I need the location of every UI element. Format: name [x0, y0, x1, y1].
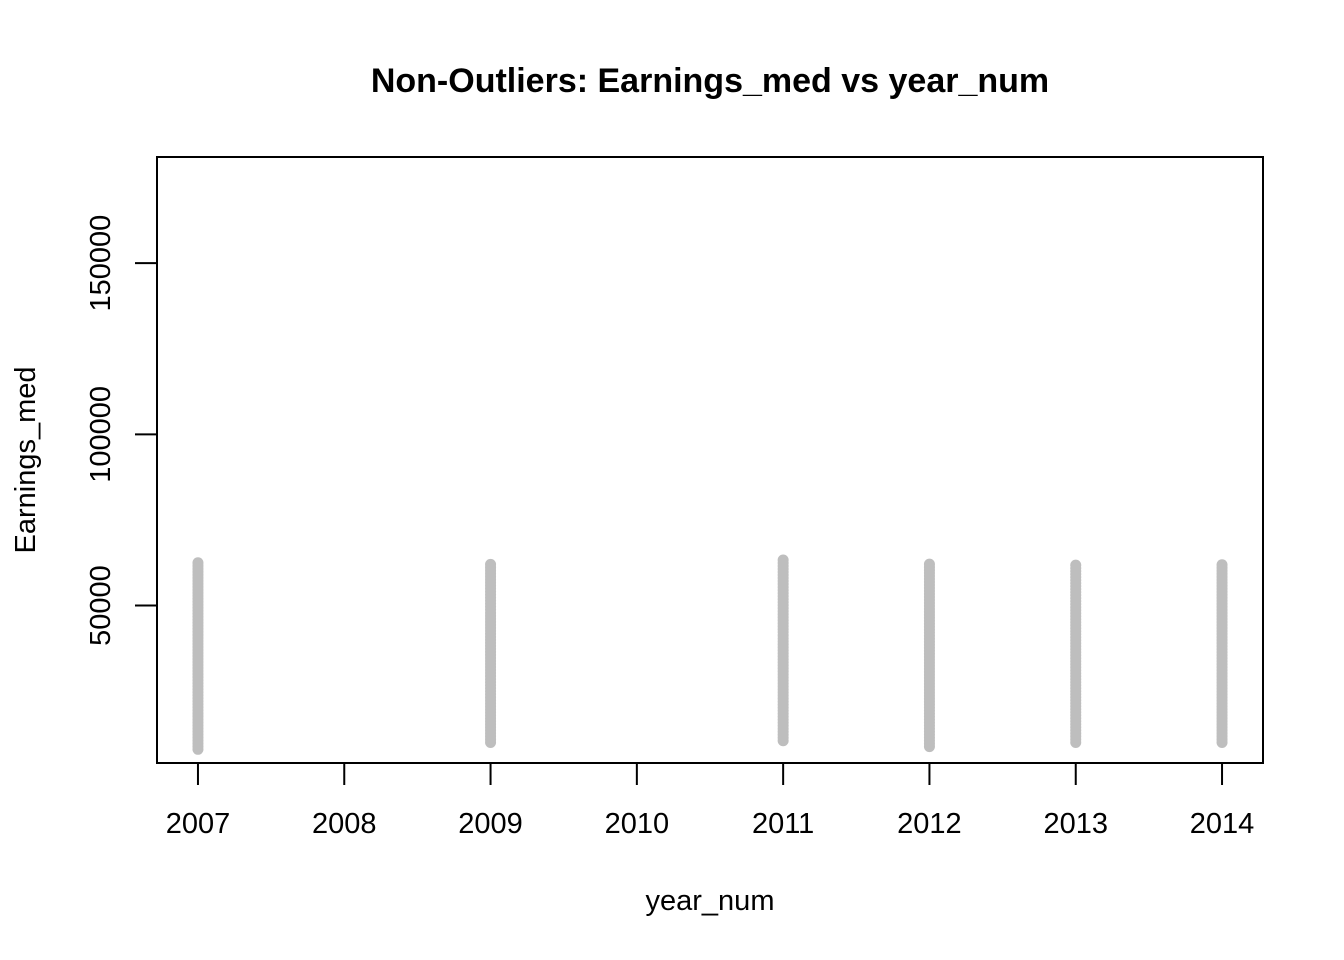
- y-axis-label: Earnings_med: [10, 367, 42, 554]
- points-layer: [192, 554, 1228, 755]
- x-tick-label-2013: 2013: [1043, 808, 1108, 840]
- y-axis: 50000 100000 150000: [85, 215, 158, 646]
- data-point: [777, 735, 789, 747]
- point-column-2014: [1216, 559, 1228, 748]
- x-axis: 2007 2008 2009 2010 2011 2012 2013 2014: [166, 762, 1255, 840]
- x-tick-label-2014: 2014: [1190, 808, 1255, 840]
- data-point: [192, 743, 204, 755]
- point-column-2009: [485, 558, 497, 748]
- x-axis-label: year_num: [646, 885, 775, 917]
- y-tick-label-100000: 100000: [85, 386, 117, 483]
- y-tick-label-150000: 150000: [85, 215, 117, 312]
- y-tick-label-50000: 50000: [85, 565, 117, 646]
- x-tick-label-2010: 2010: [605, 808, 670, 840]
- data-point: [1216, 736, 1228, 748]
- point-column-2013: [1070, 559, 1082, 748]
- plot-frame: [156, 156, 1264, 764]
- x-tick-label-2008: 2008: [312, 808, 377, 840]
- point-column-2012: [923, 558, 935, 753]
- point-column-2007: [192, 557, 204, 755]
- x-tick-label-2011: 2011: [752, 808, 814, 840]
- x-tick-label-2007: 2007: [166, 808, 231, 840]
- x-tick-label-2009: 2009: [458, 808, 523, 840]
- point-column-2011: [777, 554, 789, 747]
- data-point: [485, 736, 497, 748]
- data-point: [923, 741, 935, 753]
- data-point: [1070, 736, 1082, 748]
- chart-title: Non-Outliers: Earnings_med vs year_num: [371, 62, 1049, 100]
- x-tick-label-2012: 2012: [897, 808, 962, 840]
